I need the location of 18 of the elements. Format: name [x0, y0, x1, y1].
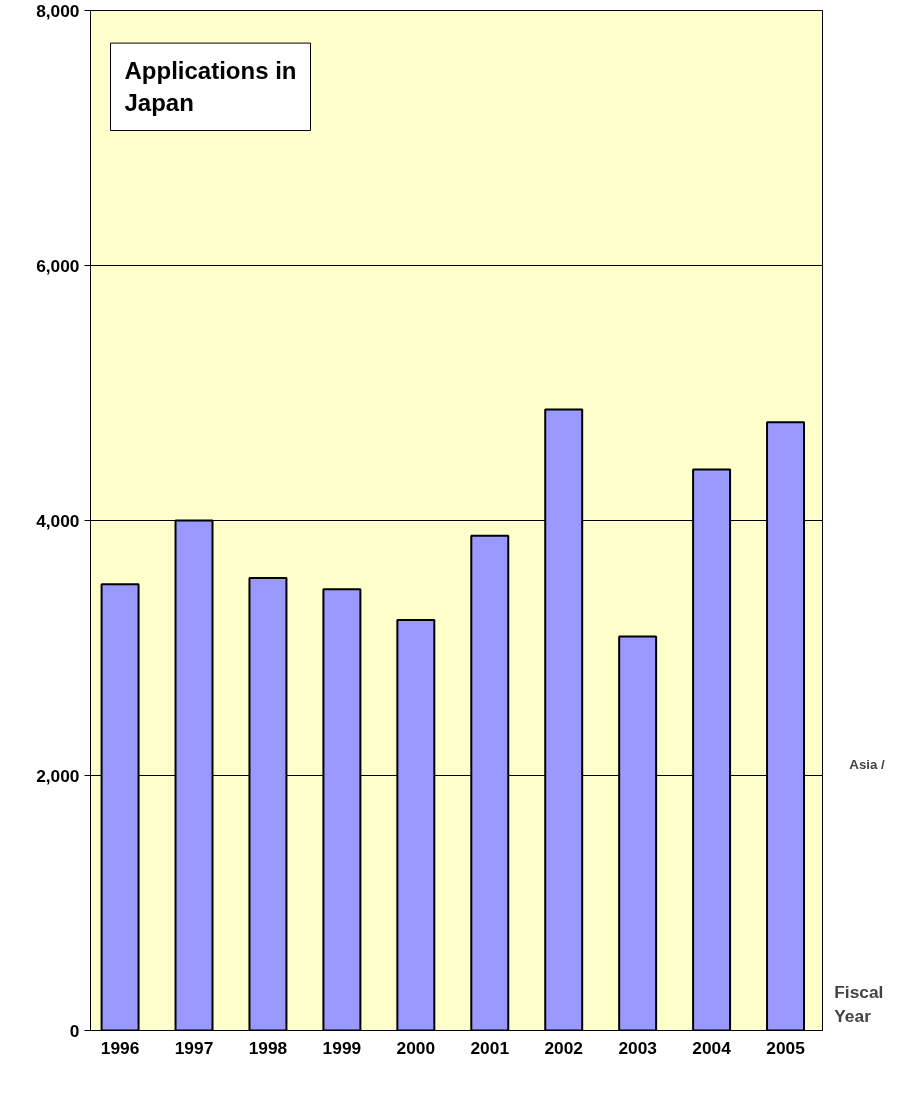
x-tick-label: 1997	[174, 1037, 214, 1058]
text: Asia /	[849, 756, 886, 772]
x-tick-label: 2004	[692, 1037, 732, 1058]
y-tick-label: 6,000	[36, 255, 80, 276]
x-tick-label: 1998	[248, 1037, 288, 1058]
x-tick-label: 2000	[396, 1037, 436, 1058]
x-tick-label: 2005	[766, 1037, 806, 1058]
x-axis-title: Fiscal Year	[834, 981, 884, 1026]
text: Applications in Japan	[124, 57, 297, 117]
x-tick-label: 2001	[470, 1037, 510, 1058]
x-tick-label: 2002	[544, 1037, 583, 1058]
y-tick-label: 8,000	[36, 0, 80, 21]
x-tick-label: 1999	[322, 1037, 362, 1058]
x-tick-label: 2003	[618, 1037, 658, 1058]
y-tick-label: 2,000	[36, 765, 80, 786]
y-tick-label: 4,000	[36, 510, 80, 531]
x-tick-label: 1996	[100, 1037, 140, 1058]
y-tick-label: 0	[69, 1020, 80, 1041]
